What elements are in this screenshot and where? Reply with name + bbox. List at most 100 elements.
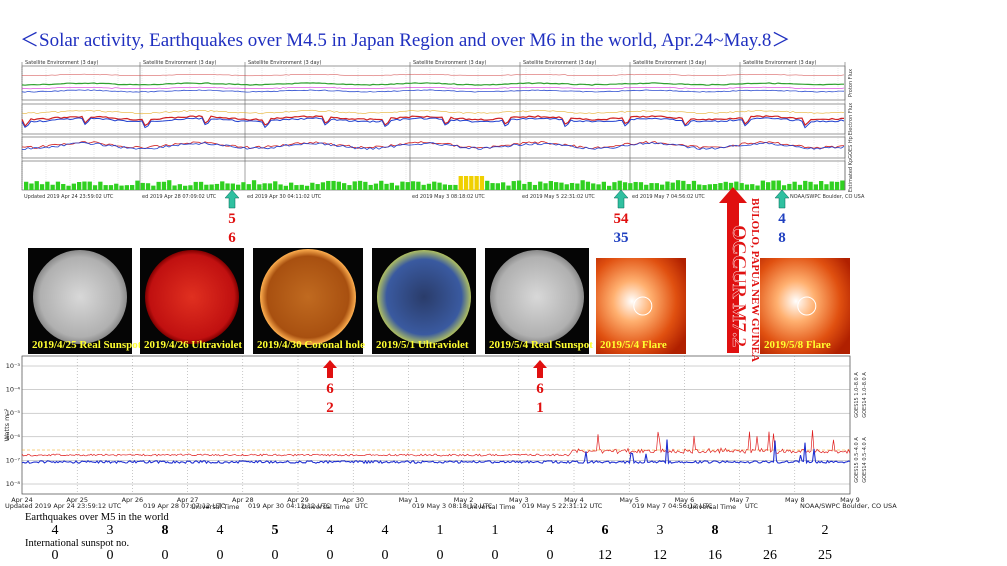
- kp-bar: [204, 184, 209, 190]
- kp-bar: [803, 180, 808, 190]
- kp-bar: [834, 181, 840, 190]
- sunspot-number: 0: [162, 548, 169, 563]
- sunspot-number: 26: [763, 548, 777, 563]
- kp-bar: [267, 183, 273, 190]
- kp-bar: [543, 183, 548, 190]
- kp-bar: [145, 183, 151, 190]
- trace: [21, 117, 845, 129]
- annotation-top: 54: [614, 211, 630, 227]
- updated-text: NOAA/SWPC Boulder, CO USA: [800, 502, 897, 510]
- kp-bar: [326, 180, 331, 190]
- kp-bar: [501, 182, 506, 190]
- kp-bar: [596, 184, 601, 190]
- arrow: [774, 189, 790, 209]
- annotation-bottom: 1: [536, 400, 544, 416]
- y-tick-label: 10⁻⁶: [6, 433, 21, 441]
- panel-header: Satellite Environment (3 day): [248, 60, 322, 66]
- kp-bar: [654, 183, 659, 190]
- kp-bar: [813, 184, 818, 190]
- photo-caption: 2019/5/4 Flare: [600, 339, 667, 351]
- occulter: [633, 296, 653, 316]
- photo-caption: 2019/5/8 Flare: [764, 339, 831, 351]
- panel-header: Satellite Environment (3 day): [743, 60, 817, 66]
- y-tick-label: 10⁻⁵: [6, 409, 21, 417]
- kp-bar: [368, 184, 373, 190]
- x-tick-label: Apr 29: [287, 496, 309, 504]
- kp-bar: [506, 185, 511, 190]
- photo-caption: 2019/4/30 Coronal hole: [257, 339, 365, 351]
- kp-bar: [108, 185, 114, 190]
- kp-bar: [426, 183, 432, 190]
- sunspot-number: 0: [547, 548, 554, 563]
- x-tick-label: May 3: [509, 496, 529, 504]
- panel-header: Satellite Environment (3 day): [143, 60, 217, 66]
- kp-bar: [760, 180, 765, 190]
- earthquake-count: 8: [162, 523, 169, 538]
- kp-bar: [734, 181, 739, 190]
- kp-bar: [585, 181, 591, 190]
- kp-bar: [421, 184, 426, 190]
- kp-bar: [50, 184, 55, 190]
- x-tick-label: Apr 25: [66, 496, 88, 504]
- kp-bar: [697, 184, 702, 190]
- row-label: Earthquakes over M5 in the world: [25, 512, 170, 523]
- kp-bar: [71, 183, 76, 190]
- photo-caption: 2019/5/4 Real Sunspot: [489, 339, 593, 351]
- updated-text: 019 May 7 04:56:12 UTC: [632, 502, 713, 510]
- kp-bar: [135, 180, 140, 190]
- updated-text: ed 2019 Apr 30 04:11:02 UTC: [247, 194, 322, 200]
- arrow: [613, 189, 629, 209]
- kp-bar: [257, 184, 262, 190]
- updated-text: Updated 2019 Apr 24 23:59:12 UTC: [5, 502, 122, 510]
- kp-bar: [432, 181, 437, 190]
- kp-bar: [750, 184, 755, 190]
- kp-bar: [781, 185, 787, 190]
- row-label: International sunspot no.: [25, 538, 129, 549]
- kp-bar: [649, 183, 654, 190]
- kp-bar: [723, 181, 728, 190]
- sunspot-number: 25: [818, 548, 832, 563]
- sunspot-number: 0: [52, 548, 59, 563]
- kp-bar: [670, 182, 675, 190]
- sunspot-number: 0: [382, 548, 389, 563]
- kp-bar: [622, 182, 628, 190]
- x-axis-title: Universal Time: [688, 503, 736, 511]
- kp-bar: [289, 182, 294, 190]
- earthquake-count: 8: [712, 523, 719, 538]
- panel-label: Proton Flux: [848, 69, 854, 97]
- sunspot-number: 12: [653, 548, 667, 563]
- arrow: [533, 360, 547, 378]
- kp-bar: [469, 176, 474, 190]
- kp-bar: [681, 180, 686, 190]
- kp-bar: [363, 181, 368, 190]
- photo-bg: [760, 258, 850, 354]
- kp-bar: [198, 181, 204, 190]
- kp-bar: [357, 180, 363, 190]
- short-trace: [21, 439, 851, 465]
- y-tick-label: 10⁻⁴: [6, 386, 21, 394]
- kp-bar: [797, 184, 803, 190]
- trace: [21, 86, 845, 90]
- kp-bar: [299, 184, 304, 190]
- annotation-top: 5: [228, 211, 236, 227]
- annotation-bottom: 8: [778, 230, 786, 246]
- x-tick-label: May 6: [675, 496, 695, 504]
- x-tick-label: May 7: [730, 496, 750, 504]
- series-label: GOES15 1.0–8.0 A: [854, 372, 860, 418]
- kp-bar: [824, 184, 829, 190]
- kp-bar: [151, 185, 156, 190]
- kp-bar: [395, 185, 400, 190]
- photo-caption: 2019/5/1 Ultraviolet: [376, 339, 469, 351]
- earthquake-count: 6: [602, 523, 609, 538]
- kp-bar: [331, 180, 336, 190]
- x-tick-label: Apr 28: [232, 496, 254, 504]
- kp-bar: [161, 181, 167, 190]
- panel-header: Satellite Environment (3 day): [523, 60, 597, 66]
- kp-bar: [114, 183, 119, 190]
- kp-bar: [485, 180, 490, 190]
- x-tick-label: May 2: [454, 496, 474, 504]
- kp-bar: [241, 182, 246, 190]
- kp-bar: [607, 185, 612, 190]
- kp-bar: [283, 185, 288, 190]
